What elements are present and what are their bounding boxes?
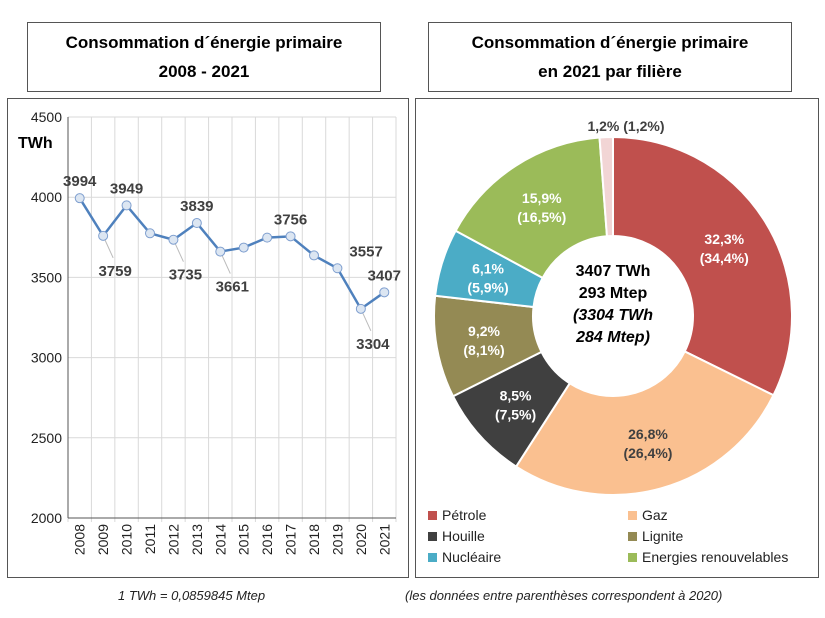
slice-label: 26,8%	[628, 426, 668, 442]
data-label: 3839	[180, 198, 213, 215]
data-label: 3756	[274, 211, 307, 228]
legend: Pétrole Gaz Houille Lignite Nucléaire Energie…	[428, 506, 818, 567]
x-tick-label: 2013	[189, 524, 205, 555]
pie-footnote: (les données entre parenthèses correspon…	[405, 588, 723, 603]
slice-label-2020: (16,5%)	[517, 209, 566, 225]
x-tick-label: 2017	[283, 524, 299, 555]
x-tick-label: 2008	[72, 524, 88, 555]
x-tick-label: 2014	[212, 524, 228, 555]
line-footnote: 1 TWh = 0,0859845 Mtep	[118, 588, 266, 603]
slice-label: 9,2%	[468, 323, 500, 339]
legend-label: Nucléaire	[442, 549, 502, 565]
slice-other	[598, 135, 614, 238]
data-point	[145, 228, 155, 239]
slice-pétrole	[612, 135, 793, 397]
data-label: 3661	[216, 279, 249, 296]
center-label: 3407 TWh	[576, 263, 651, 280]
legend-swatch	[628, 511, 637, 520]
x-tick-label: 2015	[236, 524, 252, 555]
slice-label-2020: (7,5%)	[495, 407, 536, 423]
data-point	[98, 230, 109, 241]
slice-gaz	[514, 350, 775, 496]
data-point	[121, 200, 132, 211]
legend-swatch	[628, 532, 637, 541]
slice-label: 1,2% (1,2%)	[587, 118, 664, 134]
data-point	[238, 242, 249, 253]
y-tick-label: 2500	[31, 430, 62, 446]
data-point	[74, 193, 85, 204]
legend-label: Gaz	[642, 507, 668, 523]
y-tick-label: 4500	[31, 109, 62, 125]
legend-swatch	[428, 553, 437, 562]
legend-swatch	[628, 553, 637, 562]
slice-label-2020: (5,9%)	[467, 280, 508, 296]
slice-label-2020: (26,4%)	[623, 445, 672, 461]
data-point	[191, 218, 202, 229]
data-point	[355, 303, 366, 314]
legend-item: Gaz	[628, 506, 818, 525]
x-tick-label: 2021	[376, 524, 392, 555]
x-tick-label: 2009	[95, 524, 111, 555]
data-point	[168, 234, 179, 245]
title-line1: Consommation d´énergie primaire	[65, 33, 343, 52]
data-label: 3759	[98, 263, 131, 280]
legend-swatch	[428, 511, 437, 520]
legend-item: Lignite	[628, 527, 818, 546]
data-point	[332, 263, 343, 274]
data-label: 3949	[110, 180, 143, 197]
x-tick-label: 2020	[353, 524, 369, 555]
x-tick-label: 2016	[259, 524, 275, 555]
data-label: 3304	[356, 336, 390, 353]
data-point	[309, 250, 319, 261]
y-axis-label: TWh	[18, 135, 53, 152]
data-label: 3735	[169, 267, 202, 284]
center-label: (3304 TWh	[573, 307, 653, 324]
line-chart-panel	[7, 98, 409, 578]
slice-label-2020: (34,4%)	[700, 250, 749, 266]
legend-label: Houille	[442, 528, 485, 544]
data-point	[379, 287, 390, 298]
slice-label: 6,1%	[472, 261, 504, 277]
x-tick-label: 2012	[165, 524, 181, 555]
pie-chart-title: Consommation d´énergie primaire en 2021 …	[428, 22, 792, 92]
data-point	[262, 232, 273, 243]
x-tick-label: 2011	[142, 524, 158, 554]
slice-label-2020: (8,1%)	[463, 342, 504, 358]
legend-swatch	[428, 532, 437, 541]
line-chart-title: Consommation d´énergie primaire 2008 - 2…	[27, 22, 381, 92]
slice-energies-renouvelables	[454, 136, 609, 280]
slice-label: 32,3%	[704, 231, 744, 247]
legend-label: Energies renouvelables	[642, 549, 789, 565]
center-label: 284 Mtep)	[575, 329, 650, 346]
slice-label: 15,9%	[522, 190, 562, 206]
x-tick-label: 2019	[329, 524, 345, 555]
data-point	[285, 231, 296, 242]
legend-item: Pétrole	[428, 506, 628, 525]
title-line2: 2008 - 2021	[158, 62, 250, 81]
x-tick-label: 2010	[119, 524, 135, 555]
data-label: 3994	[63, 173, 97, 190]
title-line1: Consommation d´énergie primaire	[471, 33, 749, 52]
data-label: 3407	[368, 267, 401, 284]
title-line2: en 2021 par filière	[538, 62, 682, 81]
data-label: 3557	[349, 243, 382, 260]
slice-label: 8,5%	[500, 388, 532, 404]
legend-item: Nucléaire	[428, 548, 628, 567]
x-tick-label: 2018	[306, 524, 322, 555]
legend-label: Lignite	[642, 528, 684, 544]
y-tick-label: 2000	[31, 510, 62, 526]
data-point	[215, 246, 226, 257]
y-tick-label: 3000	[31, 350, 62, 366]
legend-item: Houille	[428, 527, 628, 546]
y-tick-label: 4000	[31, 189, 62, 205]
center-label: 293 Mtep	[579, 285, 648, 302]
legend-label: Pétrole	[442, 507, 487, 523]
legend-item: Energies renouvelables	[628, 548, 818, 567]
y-tick-label: 3500	[31, 269, 62, 285]
